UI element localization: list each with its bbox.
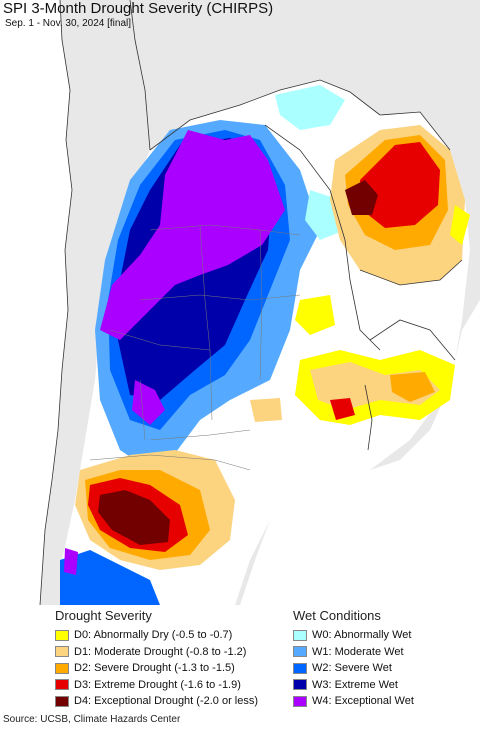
drought-label: D2: Severe Drought (-1.3 to -1.5) bbox=[74, 662, 235, 675]
wet-label: W3: Extreme Wet bbox=[312, 678, 398, 691]
wet-legend-title: Wet Conditions bbox=[293, 608, 381, 623]
drought-legend-title: Drought Severity bbox=[55, 608, 152, 623]
drought-label: D0: Abnormally Dry (-0.5 to -0.7) bbox=[74, 629, 233, 642]
wet-w0-north bbox=[275, 85, 345, 130]
wet-w4-region bbox=[100, 130, 285, 340]
drought-legend-item: D3: Extreme Drought (-1.6 to -1.9) bbox=[55, 677, 258, 694]
wet-w4-south bbox=[64, 548, 78, 575]
wet-legend: Wet Conditions W0: Abnormally Wet W1: Mod… bbox=[293, 608, 414, 710]
drought-legend-item: D0: Abnormally Dry (-0.5 to -0.7) bbox=[55, 627, 258, 644]
drought-legend-item: D1: Moderate Drought (-0.8 to -1.2) bbox=[55, 644, 258, 661]
drought-label: D4: Exceptional Drought (-2.0 or less) bbox=[74, 695, 259, 708]
drought-swatch bbox=[55, 679, 69, 691]
drought-d0-east bbox=[450, 205, 470, 245]
drought-d1-small bbox=[250, 398, 282, 422]
wet-swatch bbox=[293, 662, 307, 674]
wet-south-region bbox=[60, 550, 160, 605]
wet-legend-item: W2: Severe Wet bbox=[293, 660, 414, 677]
country-borders bbox=[39, 0, 463, 605]
drought-swatch bbox=[55, 629, 69, 641]
wet-label: W2: Severe Wet bbox=[312, 662, 392, 675]
drought-d4-northeast bbox=[345, 180, 378, 215]
drought-swatch bbox=[55, 646, 69, 658]
wet-label: W4: Exceptional Wet bbox=[312, 695, 414, 708]
wet-legend-item: W3: Extreme Wet bbox=[293, 677, 414, 694]
wet-legend-item: W1: Moderate Wet bbox=[293, 644, 414, 661]
atlantic-ocean bbox=[240, 300, 480, 605]
wet-swatch bbox=[293, 695, 307, 707]
drought-d3-entrerios bbox=[330, 398, 355, 420]
drought-label: D3: Extreme Drought (-1.6 to -1.9) bbox=[74, 678, 241, 691]
map-title: SPI 3-Month Drought Severity (CHIRPS) bbox=[3, 0, 274, 17]
wet-w4-small bbox=[132, 380, 165, 425]
province-borders bbox=[89, 224, 301, 471]
drought-swatch bbox=[55, 662, 69, 674]
drought-d4-south bbox=[98, 490, 170, 545]
wet-swatch bbox=[293, 679, 307, 691]
wet-label: W0: Abnormally Wet bbox=[312, 629, 412, 642]
drought-d2-uruguay bbox=[390, 372, 435, 402]
drought-legend-item: D4: Exceptional Drought (-2.0 or less) bbox=[55, 693, 258, 710]
wet-swatch bbox=[293, 646, 307, 658]
drought-d0-center bbox=[295, 295, 335, 335]
wet-legend-item: W4: Exceptional Wet bbox=[293, 693, 414, 710]
source-credit: Source: UCSB, Climate Hazards Center bbox=[3, 714, 181, 725]
map-subtitle: Sep. 1 - Nov. 30, 2024 [final] bbox=[5, 18, 132, 29]
wet-label: W1: Moderate Wet bbox=[312, 645, 404, 658]
wet-legend-item: W0: Abnormally Wet bbox=[293, 627, 414, 644]
drought-label: D1: Moderate Drought (-0.8 to -1.2) bbox=[74, 645, 247, 658]
drought-d3-northeast bbox=[360, 142, 440, 228]
drought-legend-item: D2: Severe Drought (-1.3 to -1.5) bbox=[55, 660, 258, 677]
pacific-ocean bbox=[0, 0, 72, 605]
wet-swatch bbox=[293, 629, 307, 641]
drought-swatch bbox=[55, 695, 69, 707]
drought-legend: Drought Severity D0: Abnormally Dry (-0.… bbox=[55, 608, 258, 710]
drought-map bbox=[0, 0, 480, 605]
